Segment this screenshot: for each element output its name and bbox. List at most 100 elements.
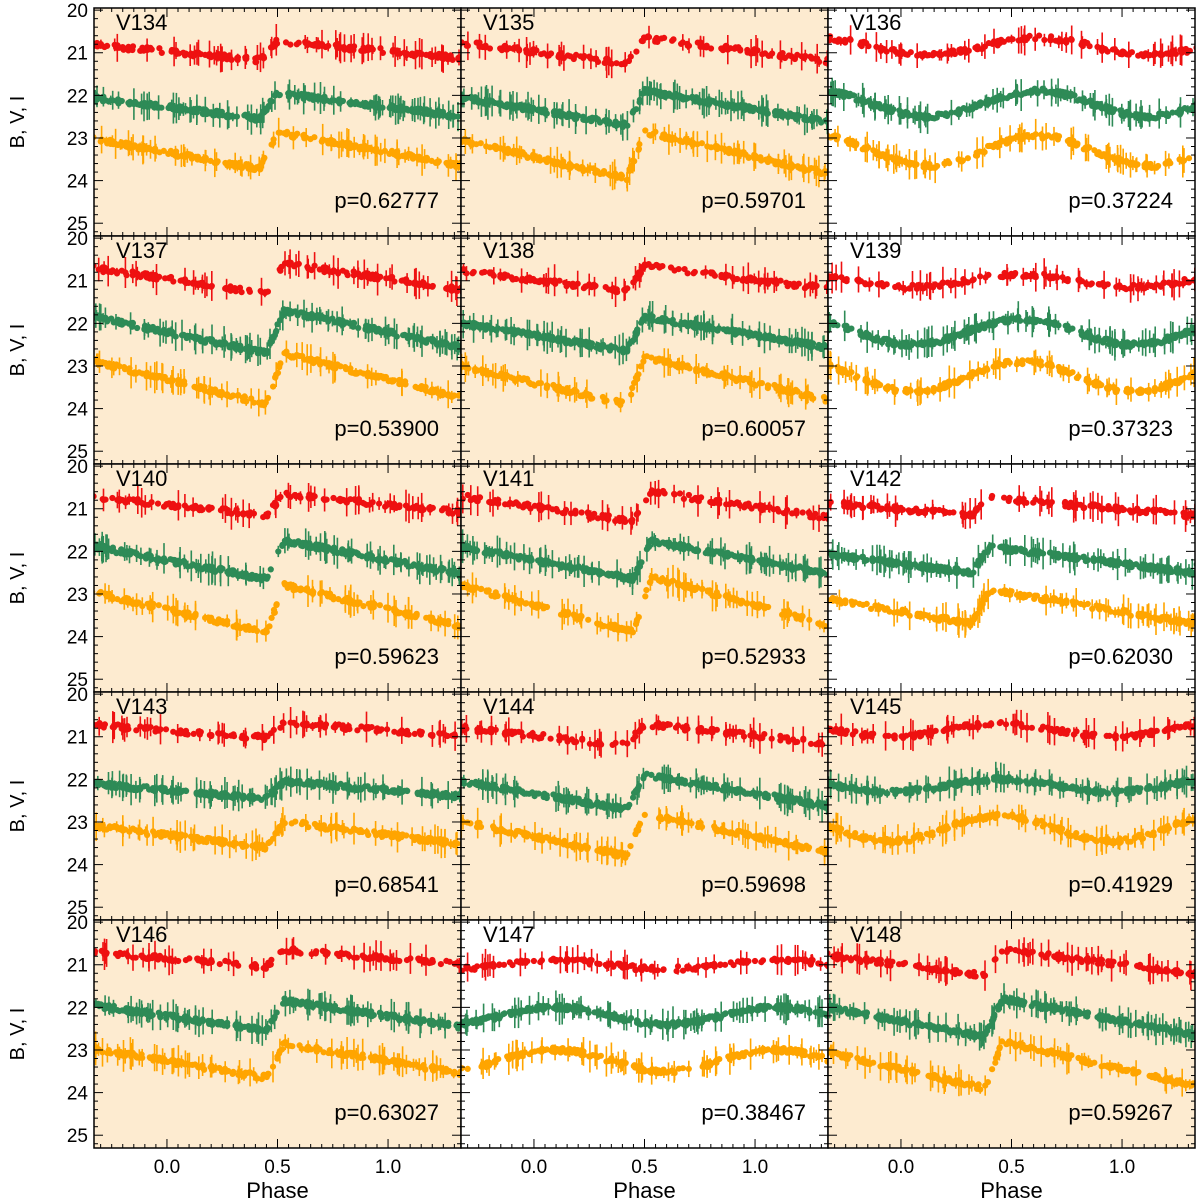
point-I xyxy=(547,277,554,284)
point-I xyxy=(1005,36,1012,43)
point-V xyxy=(573,337,580,344)
point-I xyxy=(253,59,260,66)
point-I xyxy=(703,42,710,49)
point-B xyxy=(430,389,437,396)
point-V xyxy=(418,336,426,343)
point-B xyxy=(156,149,163,156)
point-V xyxy=(1117,107,1124,114)
point-V xyxy=(621,119,628,126)
point-I xyxy=(1138,51,1145,58)
point-B xyxy=(197,385,204,393)
series-V xyxy=(828,77,1195,134)
point-B xyxy=(198,156,205,164)
series-V xyxy=(461,301,828,366)
point-I xyxy=(408,52,415,59)
point-I xyxy=(747,275,754,283)
point-I xyxy=(486,45,493,52)
point-I xyxy=(573,51,580,59)
point-I xyxy=(451,286,458,293)
point-I xyxy=(671,267,678,274)
data-points xyxy=(88,249,461,417)
series-I xyxy=(461,257,828,307)
point-I xyxy=(514,44,521,51)
point-I xyxy=(828,33,834,40)
point-I xyxy=(123,272,130,279)
y-tick-label: 21 xyxy=(67,44,88,65)
point-B xyxy=(524,154,531,161)
point-I xyxy=(555,53,562,60)
point-V xyxy=(762,332,769,339)
point-V xyxy=(507,327,514,334)
point-I xyxy=(648,263,655,271)
point-V xyxy=(314,312,321,319)
point-V xyxy=(501,103,508,110)
point-V xyxy=(1033,86,1040,93)
point-V xyxy=(783,339,791,347)
point-I xyxy=(406,279,413,286)
point-I xyxy=(842,39,849,46)
point-V xyxy=(710,97,717,105)
point-I xyxy=(857,41,864,48)
point-I xyxy=(162,275,169,282)
point-B xyxy=(277,360,284,367)
point-V xyxy=(308,92,315,99)
series-B xyxy=(94,340,461,417)
point-B xyxy=(745,154,753,161)
point-V xyxy=(634,327,641,334)
point-I xyxy=(707,45,715,52)
point-V xyxy=(1152,115,1159,122)
point-I xyxy=(116,44,123,51)
point-B xyxy=(106,360,113,367)
point-I xyxy=(118,267,125,274)
point-B xyxy=(311,134,318,141)
period-label: p=0.53900 xyxy=(334,416,439,441)
series-I xyxy=(94,24,461,73)
point-I xyxy=(654,38,661,46)
point-I xyxy=(786,280,794,288)
point-B xyxy=(754,155,762,162)
point-I xyxy=(339,267,346,274)
point-I xyxy=(1026,32,1033,40)
point-V xyxy=(411,109,418,116)
point-I xyxy=(222,285,229,292)
point-V xyxy=(149,323,156,331)
point-B xyxy=(544,155,552,162)
point-I xyxy=(536,279,543,286)
point-B xyxy=(473,141,480,148)
point-V xyxy=(237,347,244,354)
point-V xyxy=(167,102,174,109)
point-V xyxy=(134,324,141,332)
point-I xyxy=(974,43,981,50)
point-V xyxy=(596,345,604,353)
point-B xyxy=(1029,134,1037,141)
point-I xyxy=(917,51,924,58)
point-I xyxy=(653,261,660,269)
point-V xyxy=(276,91,283,99)
point-I xyxy=(635,269,643,276)
point-B xyxy=(169,151,177,158)
point-I xyxy=(287,41,294,48)
point-B xyxy=(318,138,325,145)
point-V xyxy=(847,90,854,98)
point-V xyxy=(116,98,123,105)
point-V xyxy=(596,119,604,126)
point-I xyxy=(88,267,93,272)
period-label: p=0.59701 xyxy=(701,188,806,213)
point-V xyxy=(482,326,489,333)
data-points xyxy=(94,24,461,181)
point-B xyxy=(504,150,511,157)
panel-v136: V136 p=0.37224 xyxy=(827,7,1196,237)
point-I xyxy=(158,49,165,57)
point-I xyxy=(140,271,147,278)
point-V xyxy=(881,105,888,112)
point-I xyxy=(645,33,652,40)
point-V xyxy=(1039,87,1046,94)
series-V xyxy=(94,299,461,366)
point-I xyxy=(898,51,905,58)
series-V xyxy=(94,79,461,135)
point-B xyxy=(1185,155,1193,162)
point-V xyxy=(554,337,561,345)
point-I xyxy=(691,268,698,276)
